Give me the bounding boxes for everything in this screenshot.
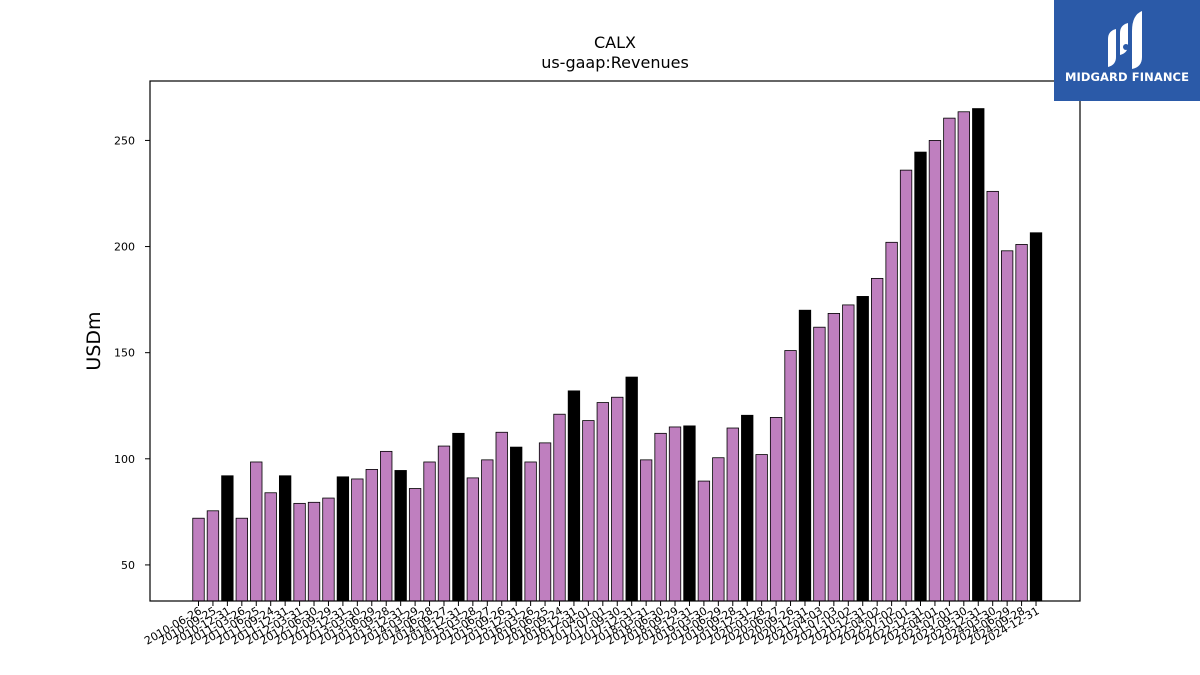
bar-2020-12-31 xyxy=(798,309,812,602)
bar-2015-06-27 xyxy=(481,459,494,602)
bar-2020-09-26 xyxy=(784,350,797,602)
bar-2017-04-01 xyxy=(582,420,595,602)
midgard-logo-icon xyxy=(1108,11,1142,69)
bar-2019-12-31 xyxy=(741,414,754,602)
bar-2023-07-01 xyxy=(943,117,956,602)
bar-2016-09-24 xyxy=(553,413,566,602)
bar-2018-12-31 xyxy=(683,425,696,602)
bar-2022-10-01 xyxy=(899,169,913,602)
bar-2021-12-31 xyxy=(856,296,869,602)
bar-2016-12-31 xyxy=(567,390,581,602)
bar-2015-09-26 xyxy=(495,431,508,602)
bar-2012-03-31 xyxy=(293,502,306,602)
y-tick-label: 200 xyxy=(114,241,135,254)
bar-2024-12-31 xyxy=(1029,232,1043,602)
y-tick-label: 50 xyxy=(121,559,135,572)
chart-subtitle: us-gaap:Revenues xyxy=(541,53,689,72)
bar-2011-12-31 xyxy=(278,475,292,602)
bar-2013-09-28 xyxy=(380,450,393,602)
bar-2022-07-02 xyxy=(885,241,898,602)
bar-2013-03-30 xyxy=(351,478,364,602)
bar-2019-06-29 xyxy=(712,457,725,602)
bar-2023-12-31 xyxy=(972,108,985,602)
bar-2016-03-26 xyxy=(524,461,537,602)
bar-2024-03-30 xyxy=(986,190,999,602)
y-tick-label: 100 xyxy=(114,453,135,466)
bar-2018-03-31 xyxy=(639,459,653,602)
bar-2024-09-28 xyxy=(1015,244,1028,602)
bar-2023-04-01 xyxy=(928,140,942,602)
bar-2021-10-02 xyxy=(842,304,855,602)
bar-2020-03-28 xyxy=(755,454,768,602)
bar-2022-12-31 xyxy=(914,151,927,602)
bar-2010-09-25 xyxy=(206,510,220,602)
bar-2019-09-28 xyxy=(726,427,739,602)
bar-2014-09-27 xyxy=(437,445,451,602)
bar-2013-12-31 xyxy=(394,470,407,602)
y-axis-label: USDm xyxy=(83,311,105,370)
y-tick-label: 250 xyxy=(114,134,135,147)
midgard-finance-logo: MIDGARD FINANCE xyxy=(1054,0,1200,101)
bar-2018-06-30 xyxy=(654,432,667,602)
bar-2019-03-30 xyxy=(697,480,711,602)
bar-2021-04-03 xyxy=(813,326,826,602)
bar-2015-03-28 xyxy=(466,477,480,602)
bar-2014-12-31 xyxy=(452,432,465,602)
bar-2016-06-25 xyxy=(538,442,552,602)
bar-2023-09-30 xyxy=(957,111,970,602)
bar-2017-07-01 xyxy=(596,402,609,602)
bar-2012-06-30 xyxy=(307,501,321,602)
bar-2012-09-29 xyxy=(322,497,335,602)
bar-2024-06-29 xyxy=(1000,250,1014,602)
bars-group xyxy=(192,108,1043,602)
plot-frame xyxy=(149,80,1081,602)
bar-2021-07-03 xyxy=(827,313,841,602)
y-axis: 50 100 150 200 250 xyxy=(114,134,150,572)
bar-2014-06-28 xyxy=(423,461,436,602)
bar-2017-09-30 xyxy=(611,396,624,602)
bar-2011-03-26 xyxy=(235,517,248,602)
bar-2017-12-31 xyxy=(625,376,638,602)
x-axis: 2010-06-262010-09-252010-12-312011-03-26… xyxy=(142,601,1042,648)
bar-2015-12-31 xyxy=(510,446,523,602)
bar-2011-09-24 xyxy=(264,492,277,602)
bar-2011-06-25 xyxy=(250,461,263,602)
bar-2013-06-29 xyxy=(365,469,378,602)
chart-title: CALX xyxy=(594,33,636,52)
bar-2014-03-29 xyxy=(408,488,422,602)
bar-2018-09-29 xyxy=(668,426,682,602)
bar-2020-06-27 xyxy=(769,417,783,602)
bar-2012-12-31 xyxy=(336,476,350,602)
bar-2010-12-31 xyxy=(221,475,234,602)
bar-2022-04-02 xyxy=(871,277,884,602)
y-tick-label: 150 xyxy=(114,347,135,360)
bar-2010-06-26 xyxy=(192,517,205,602)
logo-text: MIDGARD FINANCE xyxy=(1064,70,1190,84)
